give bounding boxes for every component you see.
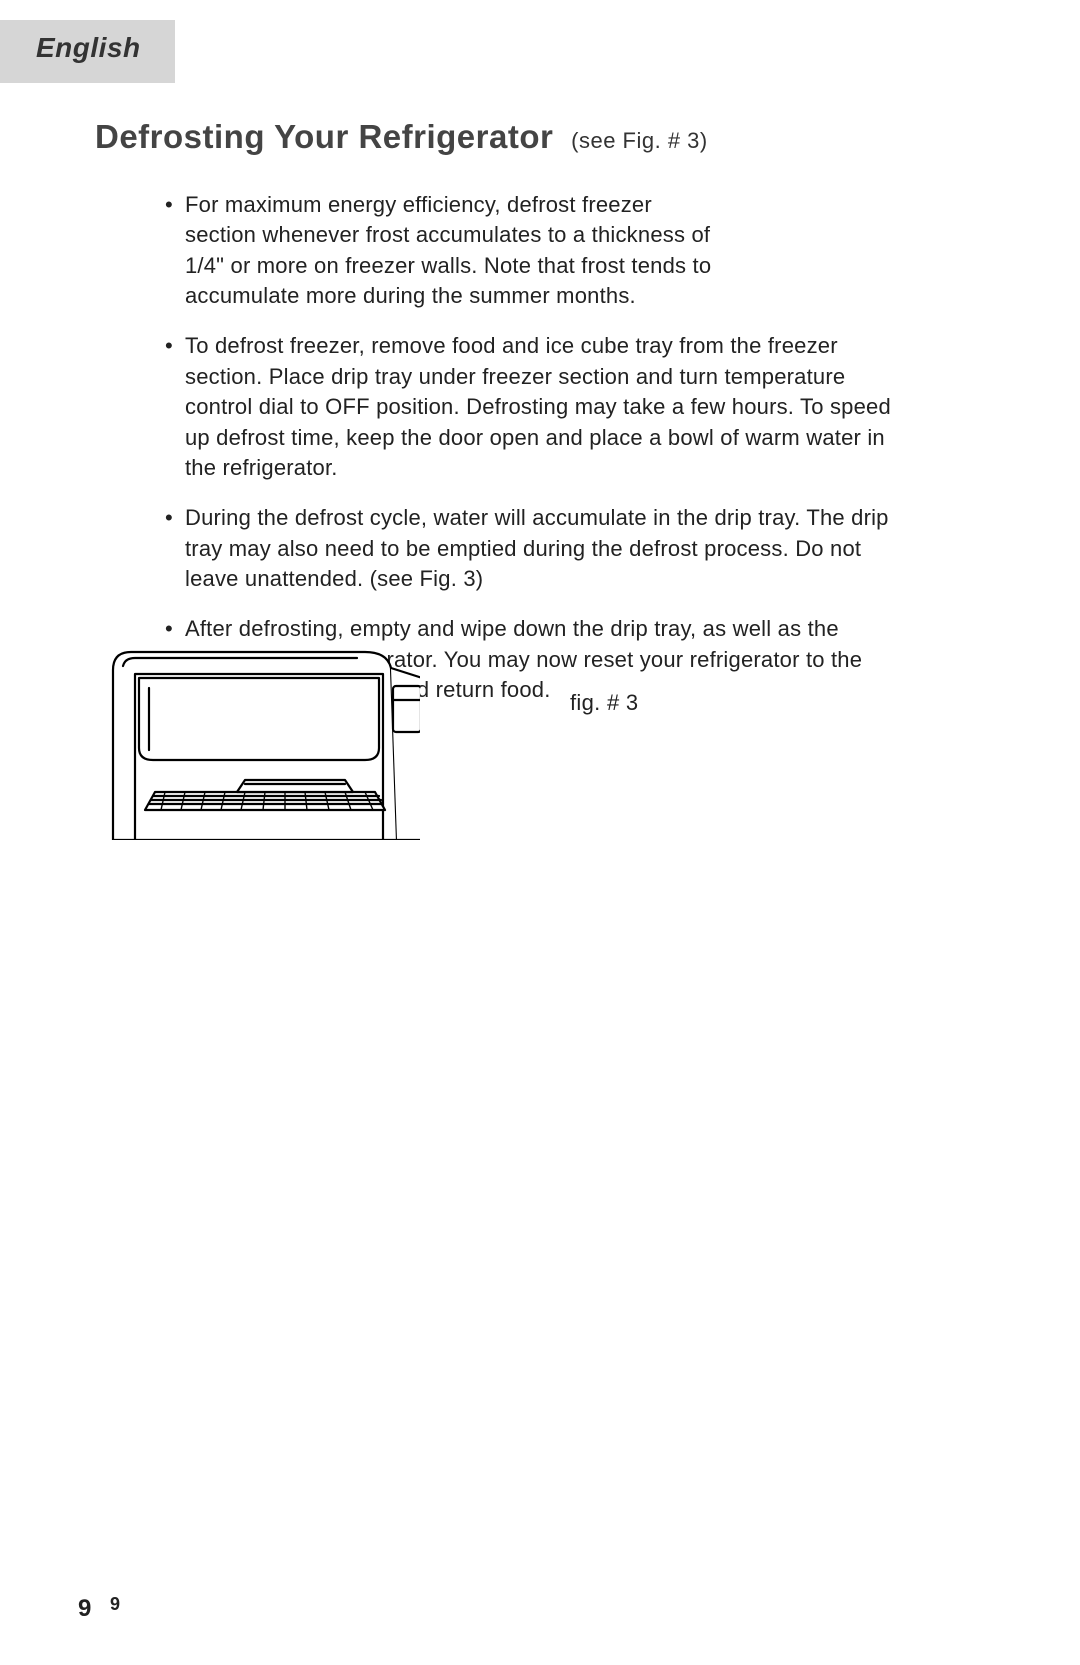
fridge-svg-icon (95, 640, 420, 840)
section-heading-row: Defrosting Your Refrigerator (see Fig. #… (95, 118, 985, 156)
page-number-secondary: 9 (110, 1594, 120, 1615)
bullet-item: During the defrost cycle, water will acc… (165, 503, 895, 594)
page-number: 9 (78, 1595, 91, 1623)
bullet-text: For maximum energy efficiency, defrost f… (185, 192, 711, 308)
bullet-text: To defrost freezer, remove food and ice … (185, 333, 891, 479)
section-title: Defrosting Your Refrigerator (95, 118, 553, 155)
refrigerator-illustration (95, 640, 420, 840)
language-label: English (36, 32, 141, 64)
section-title-ref: (see Fig. # 3) (571, 128, 708, 153)
tab-underline (0, 75, 175, 83)
main-content: Defrosting Your Refrigerator (see Fig. #… (95, 118, 985, 725)
figure-area: fig. # 3 (95, 640, 995, 840)
figure-caption: fig. # 3 (570, 690, 638, 716)
language-tab: English (0, 20, 175, 75)
bullet-item: To defrost freezer, remove food and ice … (165, 331, 895, 483)
bullet-list: For maximum energy efficiency, defrost f… (165, 190, 895, 705)
bullet-text: During the defrost cycle, water will acc… (185, 505, 889, 591)
bullet-item: For maximum energy efficiency, defrost f… (165, 190, 725, 311)
